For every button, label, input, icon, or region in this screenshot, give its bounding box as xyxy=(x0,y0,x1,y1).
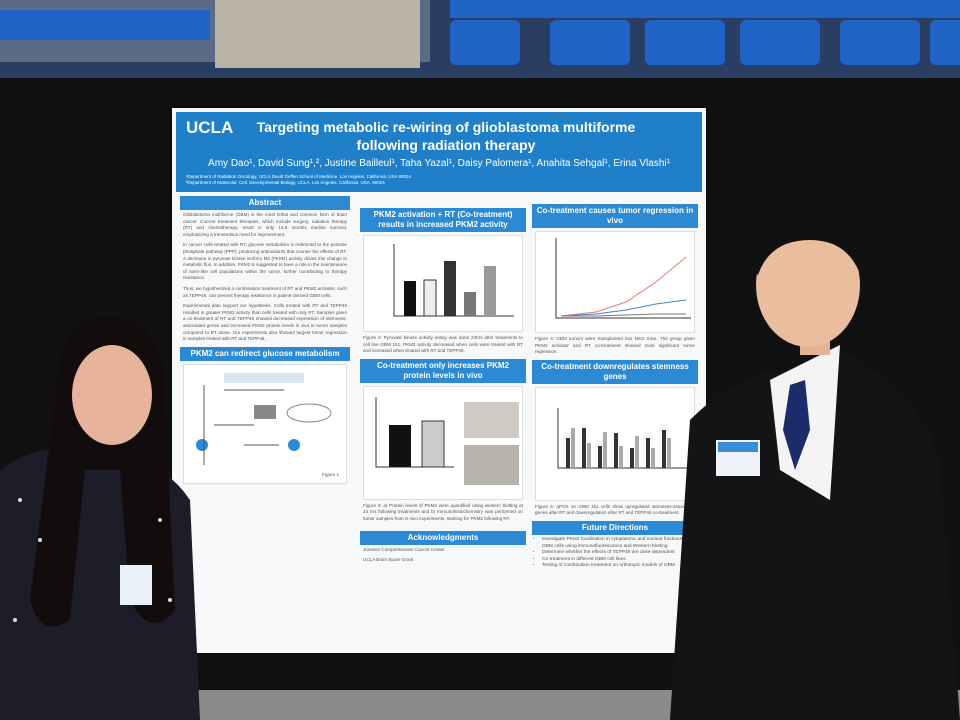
section-heading: PKM2 activation + RT (Co-treatment) resu… xyxy=(360,208,526,232)
figure xyxy=(535,231,695,333)
figure: Figure 1 xyxy=(183,363,347,484)
column: Abstract Glioblastoma multiforme (GBM) i… xyxy=(180,196,350,487)
future-list: Investigate PKM2 localization in cytopla… xyxy=(542,537,698,570)
future-item: Co-treatment in different GBM cell lines xyxy=(542,557,698,564)
caption: Figure 4: GBM tumors were transplanted i… xyxy=(535,336,695,355)
section-heading: Co-treatment downregulates stemness gene… xyxy=(532,359,698,384)
poster-header: UCLA Targeting metabolic re-wiring of gl… xyxy=(176,112,702,192)
section-heading: PKM2 can redirect glucose metabolism xyxy=(180,346,350,361)
paragraph: Thus, we hypothesized a combination trea… xyxy=(183,285,347,298)
column: PKM2 activation + RT (Co-treatment) resu… xyxy=(360,208,526,568)
section-heading: Abstract xyxy=(180,196,350,210)
figure xyxy=(363,385,523,500)
poster-title: Targeting metabolic re-wiring of gliobla… xyxy=(256,119,636,153)
figure xyxy=(363,235,523,332)
caption: Figure 1 xyxy=(322,472,339,478)
paragraph: Glioblastoma multiforme (GBM) is the mos… xyxy=(183,212,347,237)
section-heading: Future Directions xyxy=(532,520,698,535)
future-item: Investigate PKM2 localization in cytopla… xyxy=(542,537,698,550)
pathway-diagram xyxy=(196,372,332,465)
section-heading: Acknowledgments xyxy=(360,530,526,545)
affiliation: ²Department of Molecular, Cell, Developm… xyxy=(186,180,385,185)
future-item: Testing of combination treatment on orth… xyxy=(542,563,698,570)
paragraph: Experimental data support our hypothesis… xyxy=(183,303,347,342)
caption: Figure 2: Pyruvate kinase activity assay… xyxy=(363,335,523,354)
section-heading: Co-treatment only increases PKM2 protein… xyxy=(360,358,526,383)
caption: Figure 5: qPCR on GBM 151 cells show upr… xyxy=(535,503,695,516)
paragraph: In cancer cells treated with RT, glucose… xyxy=(183,242,347,281)
figure-image xyxy=(375,396,519,485)
poster: UCLA Targeting metabolic re-wiring of gl… xyxy=(172,108,706,653)
person-left xyxy=(0,316,200,720)
affiliations: ¹Department of Radiation Oncology, UCLA … xyxy=(186,174,411,186)
affiliation: ¹Department of Radiation Oncology, UCLA … xyxy=(186,174,411,179)
bar-chart-image xyxy=(393,244,514,317)
railing xyxy=(215,0,420,68)
logo: UCLA xyxy=(186,118,234,137)
ack: UCLA Brain Spore Grant xyxy=(363,557,414,563)
column: Co-treatment causes tumor regression in … xyxy=(532,204,698,570)
section-heading: Co-treatment causes tumor regression in … xyxy=(532,204,698,228)
bar-chart-image xyxy=(557,407,691,469)
authors: Amy Dao¹, David Sung¹,², Justine Bailleu… xyxy=(208,158,670,169)
seats xyxy=(0,0,960,65)
line-chart-image xyxy=(555,238,691,319)
caption: Figure 3: a) Protein levels of PKM2 were… xyxy=(363,502,523,521)
ack: Jonsson Comprehensive Cancer Center xyxy=(363,546,445,552)
future-item: Determine whether the effects of TEPP46 … xyxy=(542,550,698,557)
figure xyxy=(535,386,695,501)
person-right xyxy=(670,210,960,720)
